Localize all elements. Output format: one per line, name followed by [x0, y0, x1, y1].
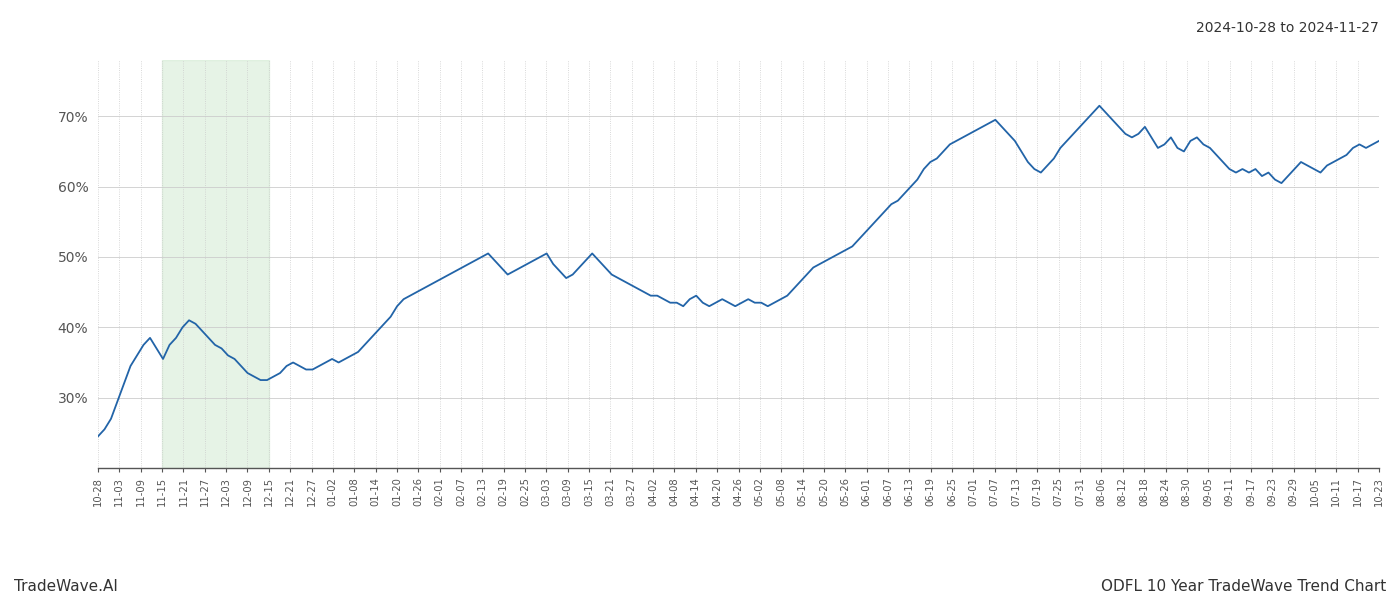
Text: ODFL 10 Year TradeWave Trend Chart: ODFL 10 Year TradeWave Trend Chart — [1100, 579, 1386, 594]
Text: 2024-10-28 to 2024-11-27: 2024-10-28 to 2024-11-27 — [1196, 21, 1379, 35]
Bar — [162, 60, 269, 468]
Text: TradeWave.AI: TradeWave.AI — [14, 579, 118, 594]
